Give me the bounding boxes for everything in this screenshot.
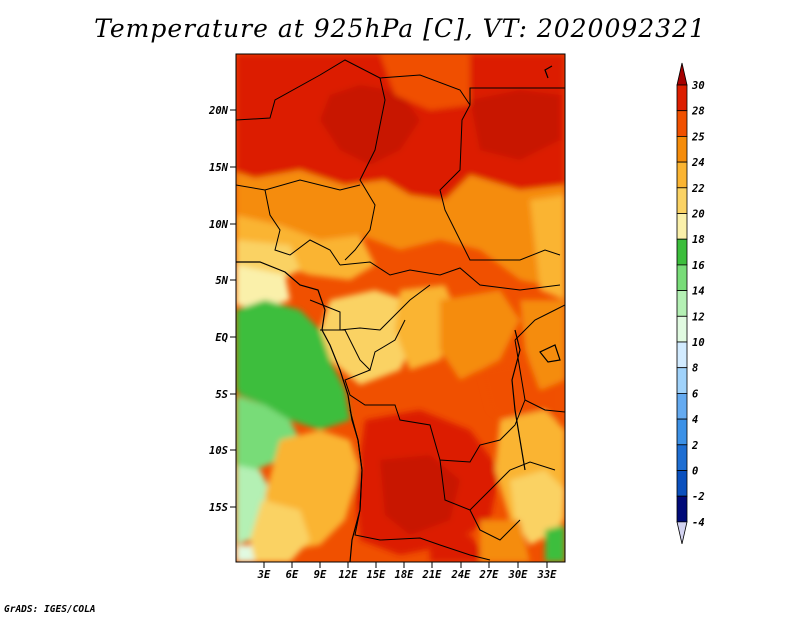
lat-tick-20n: 20N	[208, 105, 236, 117]
longitude-axis: 3E 6E 9E 12E 15E 18E 21E 24E 27E 30E 33E	[257, 562, 557, 581]
lon-tick-18e: 18E	[395, 562, 415, 581]
lon-label-6e: 6E	[286, 569, 299, 581]
colorbar-label: 8	[692, 363, 698, 375]
colorbar-segment	[676, 392, 688, 420]
colorbar-top-arrow	[676, 62, 688, 86]
lat-label-15s: 15S	[209, 502, 228, 514]
lon-tick-9e: 9E	[314, 562, 327, 581]
map-title: Temperature at 925hPa [C], VT: 202009232…	[94, 14, 706, 43]
lon-label-27e: 27E	[479, 569, 500, 581]
lat-tick-15n: 15N	[209, 162, 236, 174]
colorbar-segment	[676, 367, 688, 394]
colorbar-segment	[676, 213, 688, 240]
lon-label-15e: 15E	[367, 569, 387, 581]
lon-tick-21e: 21E	[422, 562, 443, 581]
colorbar-segment	[676, 470, 688, 497]
lat-tick-15s: 15S	[209, 502, 236, 514]
lon-label-18e: 18E	[395, 569, 415, 581]
colorbar-label: 22	[691, 183, 705, 195]
credit-text: GrADS: IGES/COLA	[4, 604, 96, 615]
colorbar-segment	[676, 238, 688, 266]
lat-tick-10n: 10N	[209, 219, 236, 231]
colorbar-segment	[676, 187, 688, 214]
colorbar-label: 2	[691, 440, 698, 452]
lon-label-21e: 21E	[422, 569, 443, 581]
lon-tick-12e: 12E	[339, 562, 359, 581]
colorbar-segment	[676, 290, 688, 317]
lat-label-20n: 20N	[208, 105, 229, 117]
colorbar-label: 25	[691, 131, 705, 143]
colorbar-label: 16	[692, 260, 705, 272]
colorbar-label: 24	[691, 157, 705, 169]
lat-tick-5n: 5N	[215, 275, 236, 287]
lon-tick-15e: 15E	[367, 562, 387, 581]
lon-label-12e: 12E	[339, 569, 359, 581]
colorbar-label: 28	[691, 106, 705, 118]
map-frame	[235, 53, 566, 563]
colorbar-segment	[676, 495, 688, 523]
temperature-field	[236, 54, 565, 562]
lat-label-10s: 10S	[209, 445, 228, 457]
latitude-axis: 20N 15N 10N 5N EQ 5S 10S 15S	[208, 105, 236, 514]
lat-tick-eq: EQ	[215, 332, 236, 344]
lon-tick-6e: 6E	[286, 562, 299, 581]
lon-label-33e: 33E	[537, 569, 558, 581]
colorbar-segment	[676, 444, 688, 471]
lon-label-24e: 24E	[451, 569, 472, 581]
lon-label-9e: 9E	[314, 569, 327, 581]
colorbar-label: 14	[692, 286, 705, 298]
lon-tick-3e: 3E	[257, 562, 271, 581]
colorbar-segment	[676, 315, 688, 343]
colorbar-segment	[676, 418, 688, 446]
colorbar-label: -2	[692, 491, 705, 503]
colorbar-label: 10	[692, 337, 705, 349]
colorbar-label: 4	[692, 414, 698, 426]
lat-label-eq: EQ	[215, 332, 228, 344]
lon-tick-30e: 30E	[508, 562, 529, 581]
colorbar-segment	[676, 135, 688, 163]
colorbar-segment	[676, 264, 688, 291]
colorbar-segment	[676, 341, 688, 369]
country-borders	[236, 59, 565, 561]
coastline	[236, 65, 561, 562]
lon-tick-24e: 24E	[451, 562, 472, 581]
colorbar-label: 12	[692, 311, 705, 323]
colorbar-label: 30	[691, 80, 705, 92]
lat-label-10n: 10N	[209, 219, 229, 231]
colorbar-segment	[676, 110, 688, 137]
colorbar-label: -4	[692, 517, 705, 529]
colorbar-segment	[676, 161, 688, 189]
lat-tick-5s: 5S	[215, 389, 236, 401]
lon-label-30e: 30E	[508, 569, 529, 581]
colorbar-label: 0	[692, 466, 698, 478]
colorbar-label: 18	[692, 234, 705, 246]
colorbar-segment	[676, 84, 688, 112]
lon-tick-27e: 27E	[479, 562, 500, 581]
lon-label-3e: 3E	[257, 569, 271, 581]
colorbar-bottom-arrow	[676, 521, 688, 544]
lat-tick-10s: 10S	[209, 445, 236, 457]
lat-label-5s: 5S	[215, 389, 228, 401]
lat-label-15n: 15N	[209, 162, 229, 174]
lat-label-5n: 5N	[215, 275, 228, 287]
lon-tick-33e: 33E	[537, 562, 558, 581]
colorbar-label: 6	[692, 388, 698, 400]
colorbar-label: 20	[691, 209, 705, 221]
